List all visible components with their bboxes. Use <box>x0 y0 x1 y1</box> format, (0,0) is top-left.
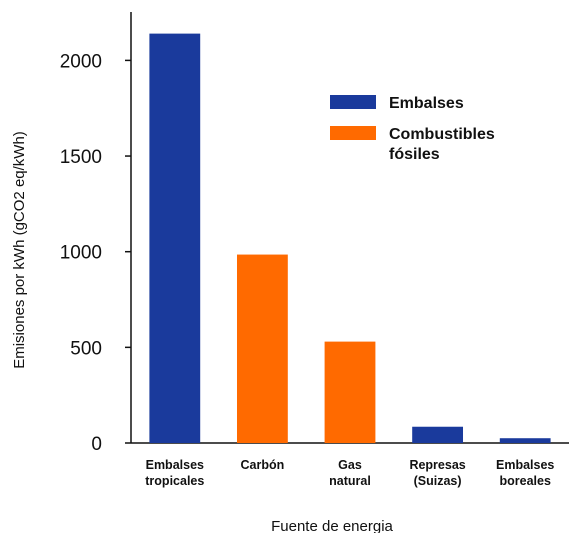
legend: Embalses Combustibles fósiles <box>330 95 495 163</box>
x-tick-label: Gas natural <box>329 458 371 488</box>
bar <box>499 438 551 443</box>
y-tick-label: 1000 <box>60 243 102 264</box>
y-axis: 0 500 1000 1500 2000 <box>60 12 569 455</box>
bars <box>149 33 551 443</box>
legend-label: Combustibles fósiles <box>389 126 495 163</box>
legend-label: Embalses <box>389 95 464 112</box>
y-tick-label: 500 <box>70 338 102 359</box>
legend-swatch <box>330 95 376 109</box>
legend-swatch <box>330 126 376 140</box>
y-tick-label: 2000 <box>60 51 102 72</box>
bar <box>149 33 201 443</box>
x-axis-title: Fuente de energia <box>271 518 393 533</box>
bar <box>412 426 464 443</box>
x-axis-labels: Embalses tropicales Carbón Gas natural Repres… <box>145 458 554 488</box>
x-tick-label: Embalses tropicales <box>145 458 204 488</box>
bar <box>236 254 288 443</box>
bar <box>324 341 376 443</box>
x-tick-label: Carbón <box>241 458 285 472</box>
y-axis-title: Emisiones por kWh (gCO2 eq/kWh) <box>11 131 28 369</box>
x-tick-label: Represas (Suizas) <box>409 458 465 488</box>
x-tick-label: Embalses boreales <box>496 458 554 488</box>
y-tick-label: 1500 <box>60 147 102 168</box>
y-tick-label: 0 <box>91 434 102 455</box>
